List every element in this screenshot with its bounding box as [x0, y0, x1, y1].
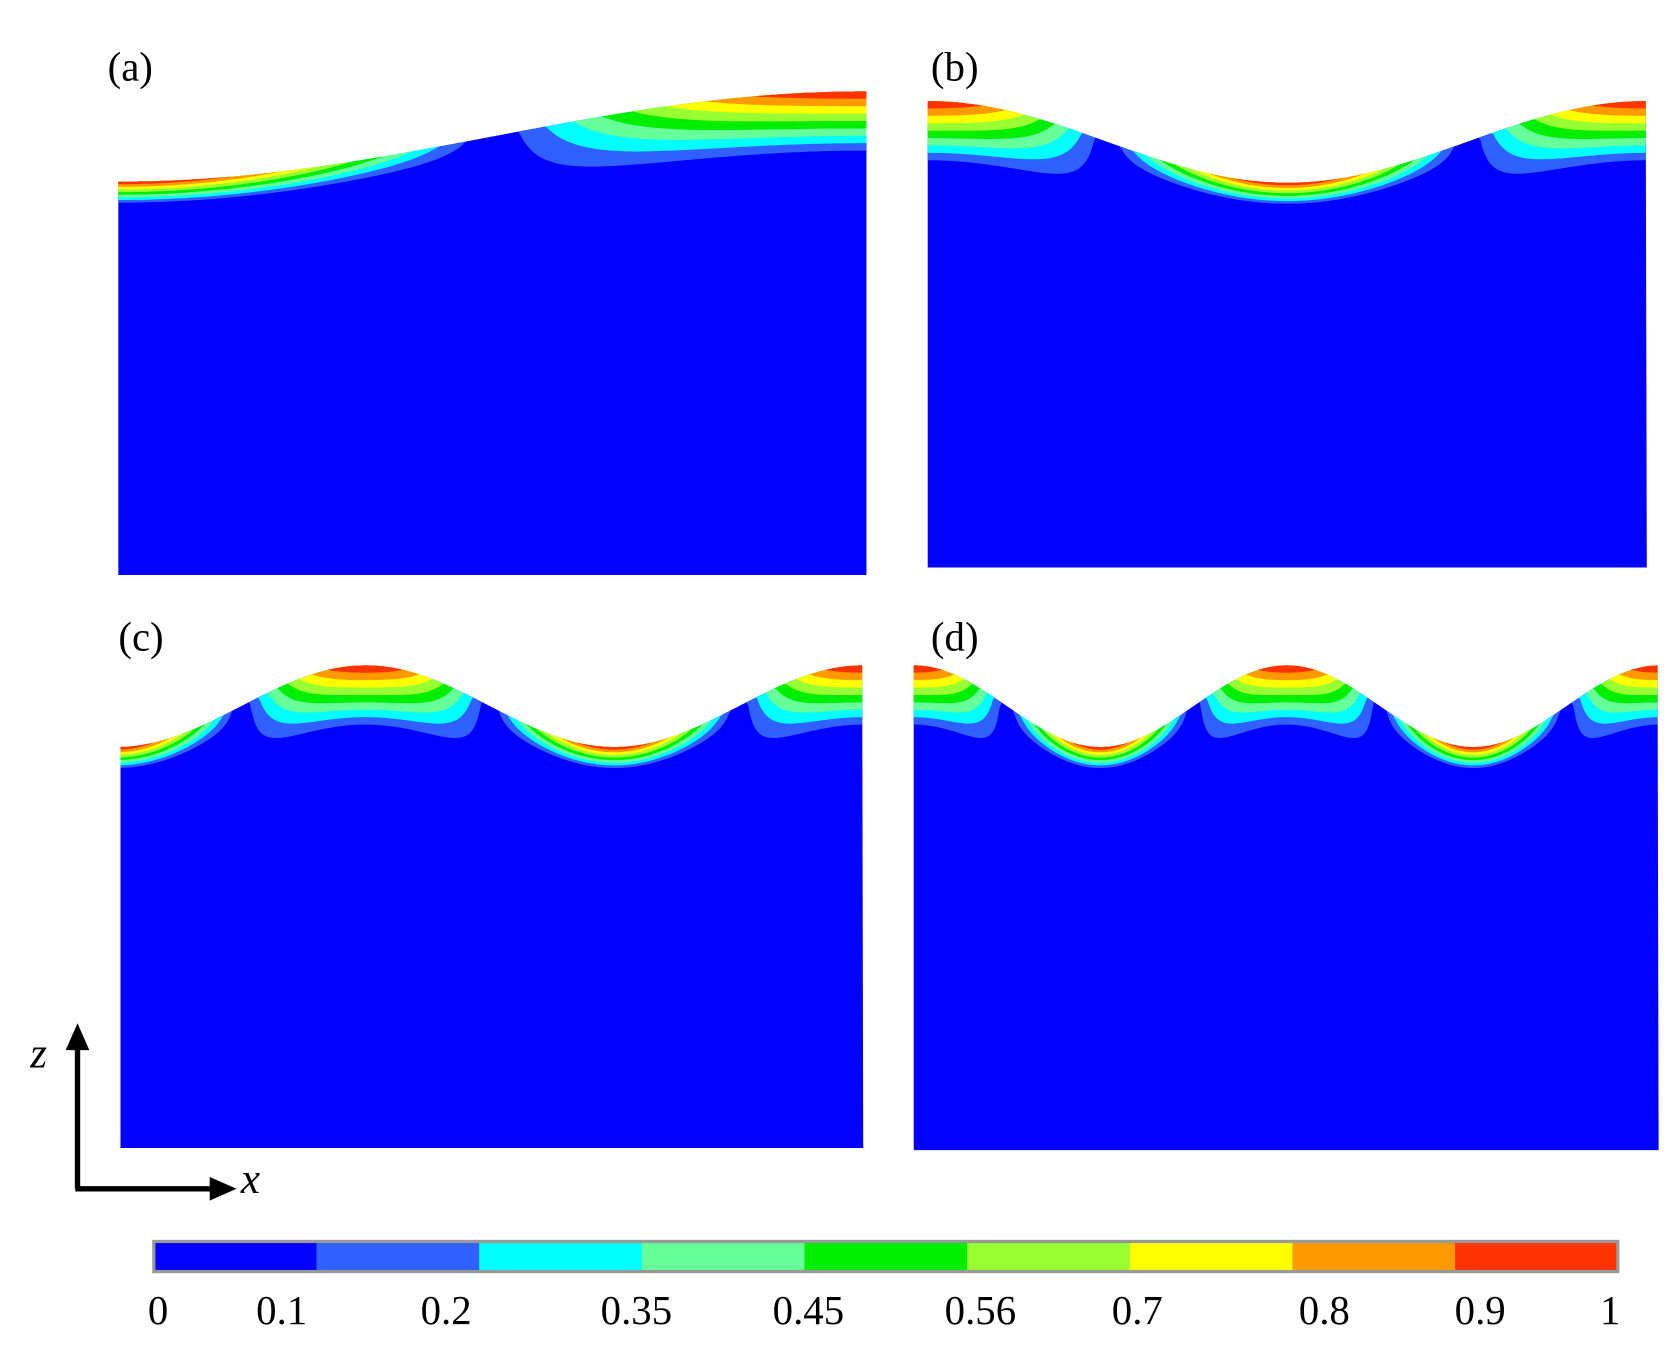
colorbar-segment [316, 1241, 480, 1272]
colorbar-label: 0.45 [773, 1288, 844, 1333]
colorbar-border [152, 1239, 1620, 1274]
contour-panel [118, 91, 867, 576]
axis-label: z [29, 1030, 47, 1077]
colorbar-segment [1292, 1241, 1456, 1272]
field-band [913, 665, 1658, 766]
field-base [118, 91, 867, 576]
field-base [927, 101, 1647, 568]
axis-arrows [65, 1023, 237, 1201]
panel-label: (d) [931, 614, 979, 659]
field-band [913, 665, 1658, 755]
colorbar-label: 0.7 [1112, 1288, 1163, 1333]
colorbar-segment [967, 1241, 1131, 1272]
colorbar-segment [479, 1241, 643, 1272]
colorbar-segment [641, 1241, 806, 1272]
colorbar-label: 0.8 [1299, 1288, 1350, 1333]
contour-panel [913, 665, 1659, 1151]
field-band [927, 101, 1646, 188]
colorbar-segment [153, 1241, 318, 1272]
colorbar-segment [804, 1241, 968, 1272]
contour-panel [120, 665, 864, 1148]
field-base [913, 665, 1659, 1151]
axis-label: x [240, 1156, 260, 1203]
field-band [118, 91, 867, 193]
colorbar-label: 1 [1600, 1288, 1620, 1333]
field-base [120, 665, 864, 1148]
colorbar-label: 0.35 [601, 1288, 672, 1333]
panel-label: (b) [931, 45, 979, 90]
colorbar-label: 0 [148, 1288, 168, 1333]
colorbar-label: 0.1 [256, 1288, 307, 1333]
contour-panel [927, 101, 1647, 568]
colorbar-label: 0.56 [945, 1288, 1016, 1333]
colorbar: 0 0.1 0.2 0.35 0.45 0.56 0.7 0.8 0.9 1 [148, 1239, 1620, 1333]
panels [118, 91, 1659, 1151]
colorbar-segment [1455, 1241, 1619, 1272]
panel-label: (c) [118, 614, 163, 659]
panel-label: (a) [108, 45, 153, 90]
colorbar-label: 0.9 [1455, 1288, 1506, 1333]
field-band [120, 665, 863, 758]
field-band [118, 91, 867, 187]
colorbar-label: 0.2 [421, 1288, 472, 1333]
colorbar-segment [1129, 1241, 1293, 1272]
